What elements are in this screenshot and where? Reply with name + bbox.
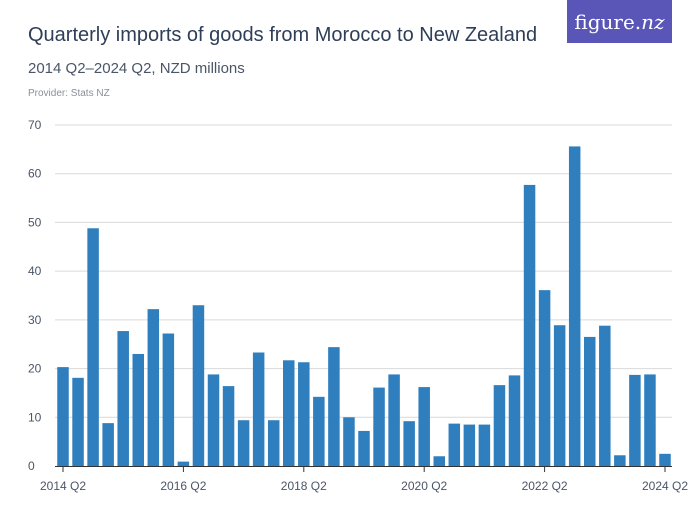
bar (538, 290, 551, 466)
bar (283, 360, 295, 466)
bar (207, 374, 220, 466)
x-tick-label: 2020 Q2 (401, 479, 447, 493)
y-tick-label: 50 (28, 215, 42, 229)
y-tick-label: 40 (28, 264, 42, 278)
bar (523, 184, 536, 467)
bar (614, 455, 626, 466)
chart-title: Quarterly imports of goods from Morocco … (28, 24, 538, 46)
bar (629, 374, 641, 466)
bar (584, 336, 596, 466)
bar (87, 228, 99, 466)
y-tick-label: 60 (28, 167, 42, 181)
bar (328, 347, 340, 466)
x-tick-label: 2016 Q2 (160, 479, 206, 493)
bar (568, 146, 581, 466)
figure-nz-logo[interactable]: figure. nz (567, 0, 672, 43)
bar (463, 424, 476, 466)
bar (433, 456, 445, 466)
y-tick-label: 30 (28, 313, 42, 327)
bars (57, 146, 671, 467)
bar (252, 352, 265, 466)
bar (478, 424, 491, 466)
bar (147, 309, 160, 466)
chart-subtitle: 2014 Q2–2024 Q2, NZD millions (28, 60, 245, 77)
bar (102, 423, 114, 466)
y-axis-tick-labels: 0 10 20 30 40 50 60 70 (28, 118, 42, 473)
bar (403, 421, 415, 466)
bar (132, 353, 144, 466)
bar (599, 325, 611, 466)
bar (117, 331, 129, 466)
bar (192, 305, 205, 466)
bar (162, 333, 175, 466)
bar (508, 375, 521, 466)
bar (298, 362, 310, 466)
bar (553, 325, 566, 466)
bar (388, 374, 400, 466)
bar (267, 420, 280, 466)
bar (448, 423, 461, 466)
y-tick-label: 70 (28, 118, 42, 132)
bar (313, 396, 325, 466)
bar (418, 387, 430, 466)
bar (72, 377, 84, 466)
x-tick-label: 2022 Q2 (522, 479, 568, 493)
provider-label: Provider: Stats NZ (28, 88, 110, 99)
x-tick-label: 2024 Q2 (642, 479, 688, 493)
y-tick-label: 0 (28, 459, 35, 473)
bar (343, 417, 355, 466)
bar (644, 374, 656, 466)
logo-text-main: figure. (574, 9, 642, 34)
bar (659, 453, 671, 466)
logo-text-suffix: nz (641, 9, 665, 34)
bar (237, 420, 250, 466)
bar (222, 386, 235, 466)
bar (358, 430, 370, 466)
y-tick-label: 20 (28, 362, 42, 376)
y-tick-label: 10 (28, 410, 42, 424)
bar (177, 461, 190, 466)
bar (373, 387, 385, 466)
x-axis-tick-labels: 2014 Q2 2016 Q2 2018 Q2 2020 Q2 2022 Q2 2024 … (40, 466, 688, 493)
x-tick-label: 2014 Q2 (40, 479, 86, 493)
bar (493, 385, 506, 466)
x-tick-label: 2018 Q2 (281, 479, 327, 493)
bar (57, 367, 69, 466)
